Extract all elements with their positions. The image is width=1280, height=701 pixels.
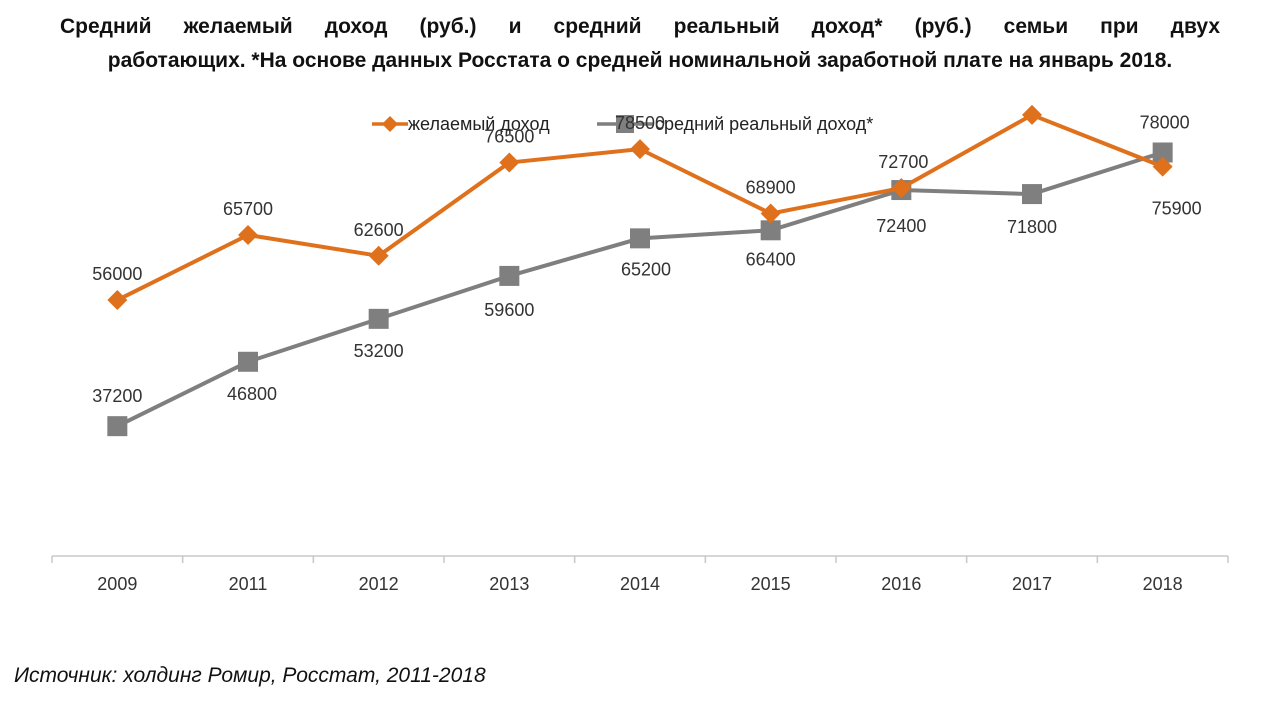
chart-title-line-1: Средний желаемый доход (руб.) и средний …: [60, 15, 1220, 38]
legend-item: желаемый доход: [372, 114, 550, 134]
data-label: 46800: [227, 384, 277, 404]
data-label: 71800: [1007, 217, 1057, 237]
data-label: 68900: [746, 178, 796, 198]
x-tick-label: 2014: [620, 574, 660, 594]
data-point-diamond: [368, 245, 389, 266]
data-label: 76500: [484, 127, 534, 147]
x-tick-label: 2015: [751, 574, 791, 594]
data-label: 53200: [354, 341, 404, 361]
data-point-square: [1152, 142, 1173, 163]
x-tick-label: 2018: [1143, 574, 1183, 594]
data-point-diamond: [238, 224, 258, 245]
chart-title: Средний желаемый доход (руб.) и средний …: [60, 10, 1220, 78]
legend-diamond-marker: [382, 116, 398, 132]
data-point-square: [760, 220, 781, 241]
data-label: 66400: [746, 249, 796, 269]
x-tick-label: 2017: [1012, 574, 1052, 594]
data-point-square: [1022, 184, 1042, 205]
data-labels: 37200 46800 53200 59600 65200 66400 72400 71800…: [92, 95, 1201, 406]
data-point-diamond: [1022, 104, 1042, 125]
data-point-diamond: [1152, 156, 1173, 177]
data-point-square: [499, 265, 520, 286]
data-label: 78500: [615, 113, 665, 133]
source-note: Источник: холдинг Ромир, Росстат, 2011-2…: [14, 664, 486, 687]
chart-title-line-2: работающих. *На основе данных Росстата о…: [107, 49, 1173, 72]
data-label: 59600: [484, 300, 534, 320]
x-tick-label: 2012: [359, 574, 399, 594]
data-label: 75900: [1152, 199, 1202, 219]
data-point-diamond: [760, 203, 781, 224]
data-point-diamond: [499, 152, 520, 173]
x-tick-label: 2013: [489, 574, 529, 594]
data-point-square: [107, 416, 128, 437]
data-label: 65700: [223, 199, 273, 219]
series-real-income: [107, 142, 1173, 437]
x-axis: 2009 2011 2012 2013 2014 2015 2016 2017 2018: [51, 555, 1229, 594]
series-layer: [107, 104, 1173, 437]
x-tick-label: 2009: [97, 574, 137, 594]
data-label: 83600: [1007, 95, 1057, 98]
data-point-square: [238, 351, 258, 372]
legend-square-marker: [616, 115, 634, 133]
legend-item: средний реальный доход*: [597, 114, 873, 134]
data-label: 72700: [878, 152, 928, 172]
data-label: 56000: [92, 264, 142, 284]
legend-label: средний реальный доход*: [655, 114, 873, 134]
data-label: 37200: [92, 386, 142, 406]
x-tick-label: 2011: [229, 574, 268, 594]
data-label: 72400: [876, 216, 926, 236]
data-point-square: [630, 228, 650, 249]
line-chart: желаемый доход средний реальный доход* 20…: [51, 95, 1229, 594]
data-point-square: [368, 308, 389, 329]
data-point-diamond: [107, 290, 128, 311]
legend-label: желаемый доход: [408, 114, 550, 134]
data-label: 78000: [1140, 112, 1190, 132]
chart-legend: желаемый доход средний реальный доход*: [372, 114, 873, 134]
data-point-diamond: [891, 178, 912, 199]
series-desired-income: [107, 104, 1173, 311]
x-tick-label: 2016: [881, 574, 921, 594]
data-point-diamond: [630, 139, 650, 160]
data-label: 65200: [621, 259, 671, 279]
data-label: 62600: [354, 220, 404, 240]
